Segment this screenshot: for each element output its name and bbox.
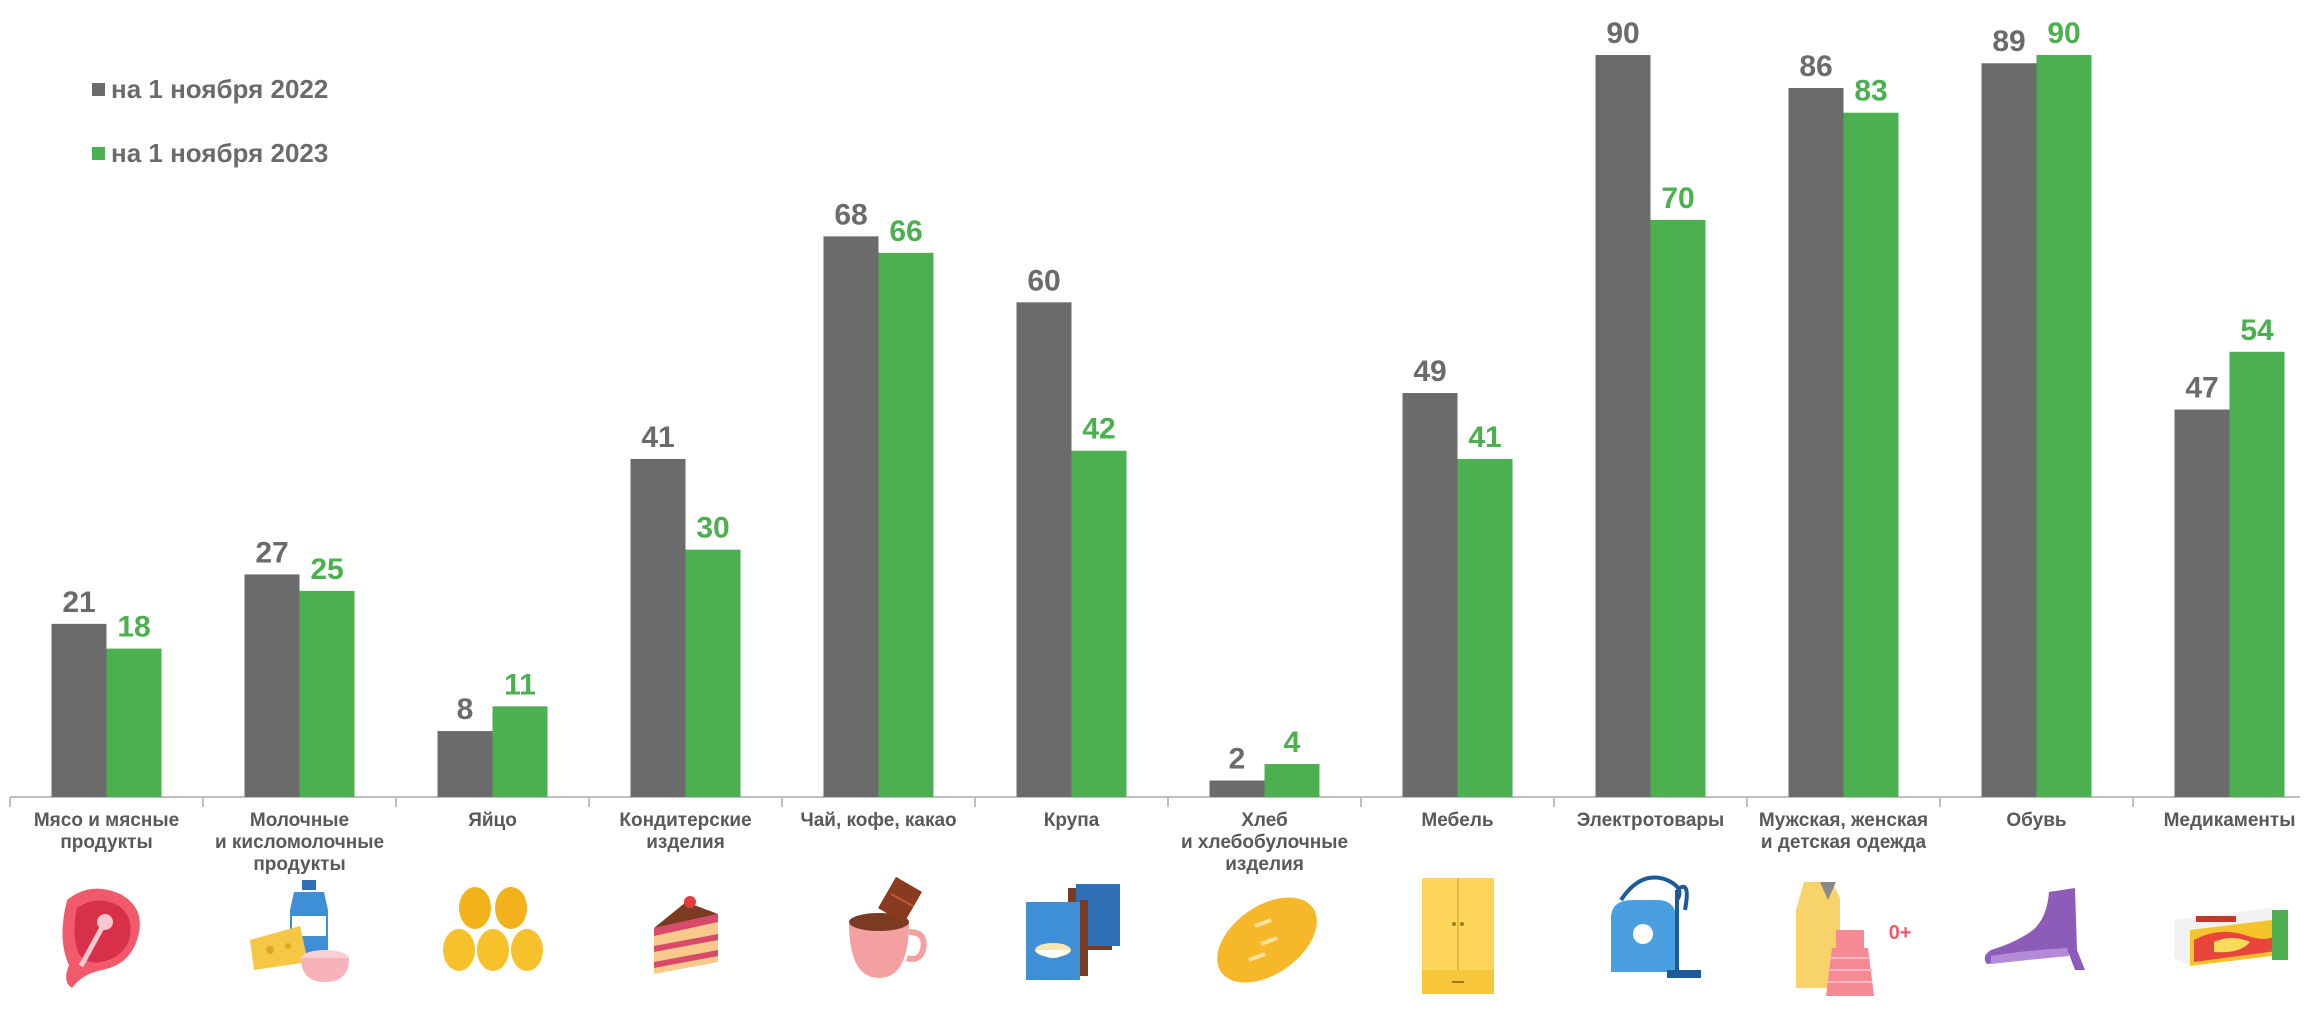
data-label-2023: 66 <box>889 215 922 248</box>
bar-2022 <box>244 574 300 797</box>
bar-2022 <box>1016 302 1072 797</box>
legend-label-2023: на 1 ноября 2023 <box>111 138 329 168</box>
data-label-2022: 47 <box>2185 372 2218 405</box>
bar-2023 <box>878 252 934 797</box>
data-label-2022: 68 <box>834 198 867 231</box>
bar-2023 <box>1650 219 1706 797</box>
cocoa-cup-icon <box>809 870 949 1000</box>
x-axis-ticks <box>9 797 2134 807</box>
legend-swatch-2023 <box>92 147 105 160</box>
x-tick-label: Мужская, женская и детская одежда <box>1758 810 1929 853</box>
x-tick-label: Мясо и мясные продукты <box>33 810 180 853</box>
legend-item-2022: на 1 ноября 2022 <box>92 74 328 105</box>
data-label-2022: 8 <box>457 693 474 726</box>
data-label-2023: 11 <box>504 668 536 701</box>
data-label-2023: 42 <box>1082 413 1115 446</box>
bar-2023 <box>685 549 741 797</box>
bar-2023 <box>492 706 548 797</box>
data-label-2022: 60 <box>1027 264 1060 297</box>
wardrobe-icon <box>1388 870 1528 1000</box>
data-label-2023: 83 <box>1854 75 1887 108</box>
bar-2022 <box>437 731 493 797</box>
data-label-2023: 54 <box>2240 314 2274 347</box>
data-label-2022: 27 <box>255 536 288 569</box>
meat-steak-icon <box>37 870 177 1000</box>
boot-shoe-icon <box>1967 870 2107 1000</box>
data-label-2022: 89 <box>1992 25 2025 58</box>
x-tick-label: Яйцо <box>468 810 517 831</box>
bar-2023 <box>1457 458 1513 797</box>
data-label-2022: 21 <box>62 586 95 619</box>
bar-2022 <box>2174 409 2230 797</box>
legend-swatch-2022 <box>92 83 105 96</box>
bar-2022 <box>1788 87 1844 797</box>
bar-2022 <box>630 458 686 797</box>
bar-2023 <box>1264 764 1320 797</box>
bar-2022 <box>1595 55 1651 797</box>
legend-label-2022: на 1 ноября 2022 <box>111 74 329 104</box>
x-tick-label: Мебель <box>1421 810 1494 831</box>
bars-group <box>51 55 2285 797</box>
data-label-2023: 90 <box>2047 17 2080 50</box>
data-label-2023: 18 <box>117 611 150 644</box>
x-tick-label: Молочные и кисломолочные продукты <box>214 810 385 875</box>
bar-2023 <box>2036 55 2092 797</box>
cake-slice-icon <box>616 870 756 1000</box>
x-tick-label: Чай, кофе, какао <box>800 810 957 831</box>
bar-2022 <box>1981 63 2037 797</box>
data-label-2023: 70 <box>1661 182 1694 215</box>
bar-2023 <box>1071 450 1127 797</box>
bread-loaf-icon <box>1195 870 1335 1000</box>
data-label-2022: 41 <box>641 421 674 454</box>
cereal-boxes-icon <box>1002 870 1142 1000</box>
data-label-2023: 41 <box>1468 421 1501 454</box>
bar-2022 <box>823 236 879 797</box>
x-tick-label: Крупа <box>1043 810 1100 831</box>
x-tick-label: Медикаменты <box>2163 810 2296 831</box>
bar-2023 <box>2229 351 2285 797</box>
legend-item-2023: на 1 ноября 2023 <box>92 138 328 169</box>
data-label-2023: 4 <box>1284 726 1301 759</box>
data-label-2022: 2 <box>1229 743 1246 776</box>
data-label-2022: 49 <box>1413 355 1446 388</box>
dairy-products-icon <box>230 870 370 1000</box>
data-label-2022: 86 <box>1799 50 1832 83</box>
data-label-2022: 90 <box>1606 17 1639 50</box>
vacuum-cleaner-icon <box>1581 870 1721 1000</box>
data-label-2023: 30 <box>696 512 729 545</box>
x-tick-label: Обувь <box>2006 810 2067 831</box>
bar-2023 <box>299 590 355 797</box>
bar-2022 <box>51 623 107 797</box>
x-tick-label: Хлеб и хлебобулочные изделия <box>1180 810 1349 875</box>
data-label-2023: 25 <box>310 553 343 586</box>
x-tick-label: Электротовары <box>1576 810 1725 831</box>
bar-2023 <box>1843 112 1899 797</box>
bar-2022 <box>1402 393 1458 797</box>
medicine-box-icon <box>2160 870 2300 1000</box>
eggs-icon <box>423 870 563 1000</box>
age-badge: 0+ <box>1888 922 1912 944</box>
x-tick-label: Кондитерские изделия <box>619 810 752 853</box>
clothing-coat-dress-icon: 0+ <box>1774 870 1914 1000</box>
bar-2022 <box>1209 780 1265 797</box>
bar-2023 <box>106 648 162 797</box>
